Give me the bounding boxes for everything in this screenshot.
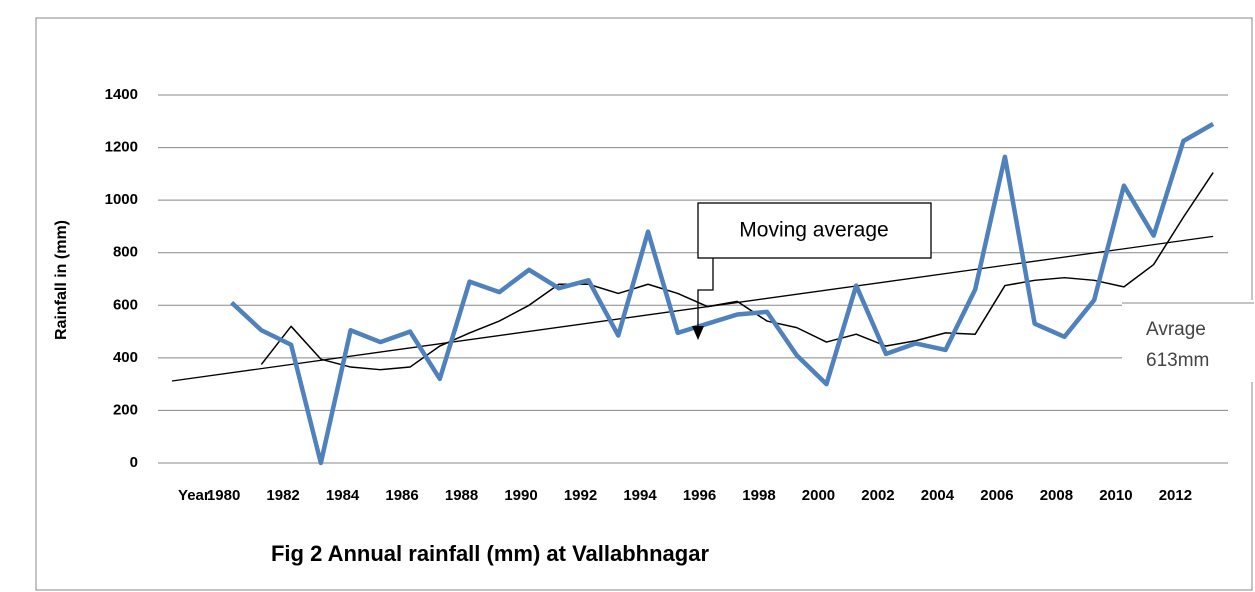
x-tick-label: 2008 bbox=[1040, 487, 1073, 504]
callout-pointer bbox=[697, 258, 714, 332]
y-axis-label: Rainfall in (mm) bbox=[53, 220, 70, 340]
x-tick-label: 1986 bbox=[385, 487, 418, 504]
average-text: 613mm bbox=[1146, 350, 1209, 371]
x-tick-label: 1980 bbox=[207, 487, 240, 504]
data-line bbox=[260, 172, 1214, 371]
y-tick-label: 0 bbox=[130, 454, 138, 471]
chart-frame bbox=[35, 17, 1253, 591]
y-tick-label: 600 bbox=[113, 296, 138, 313]
y-tick-label: 200 bbox=[113, 401, 138, 418]
x-tick-label: 1998 bbox=[742, 487, 775, 504]
chart-title: Fig 2 Annual rainfall (mm) at Vallabhnag… bbox=[271, 541, 709, 566]
y-tick-label: 400 bbox=[113, 349, 138, 366]
x-tick-label: 2006 bbox=[980, 487, 1013, 504]
x-tick-label: 1996 bbox=[683, 487, 716, 504]
x-tick-label: 1992 bbox=[564, 487, 597, 504]
x-tick-label: 2004 bbox=[921, 487, 955, 504]
y-tick-label: 1000 bbox=[105, 191, 138, 208]
callout-arrow bbox=[692, 326, 704, 340]
x-tick-label: 1988 bbox=[445, 487, 478, 504]
x-tick-label: Year bbox=[178, 487, 210, 504]
x-tick-label: 2000 bbox=[802, 487, 835, 504]
x-tick-label: 1982 bbox=[266, 487, 299, 504]
x-tick-label: 1984 bbox=[326, 487, 360, 504]
x-tick-label: 1990 bbox=[504, 487, 537, 504]
trend-line bbox=[171, 235, 1214, 382]
x-tick-label: 2002 bbox=[861, 487, 894, 504]
x-tick-label: 2012 bbox=[1159, 487, 1192, 504]
callout-box bbox=[697, 202, 932, 259]
callout-text: Moving average bbox=[739, 219, 888, 242]
y-tick-label: 800 bbox=[113, 244, 138, 261]
x-tick-label: 1994 bbox=[623, 487, 657, 504]
average-text: Avrage bbox=[1146, 319, 1206, 340]
average-box bbox=[1122, 300, 1254, 382]
y-tick-label: 1400 bbox=[105, 86, 138, 103]
x-tick-label: 2010 bbox=[1099, 487, 1132, 504]
y-tick-label: 1200 bbox=[105, 139, 138, 156]
data-line bbox=[230, 121, 1215, 466]
